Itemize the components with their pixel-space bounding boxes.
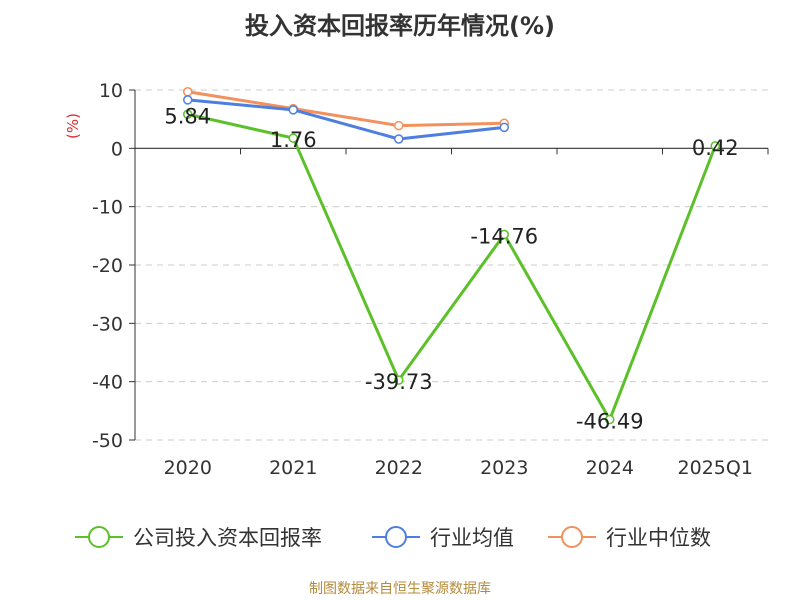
data-point <box>288 105 298 115</box>
data-point <box>183 87 193 97</box>
legend-item: 公司投入资本回报率 <box>75 526 322 550</box>
data-label: -39.73 <box>365 370 433 394</box>
data-point <box>183 109 193 120</box>
data-label: -46.49 <box>576 410 644 434</box>
y-tick-label: 0 <box>111 138 123 160</box>
legend-item: 行业均值 <box>372 526 514 550</box>
y-tick-label: -10 <box>92 197 123 219</box>
source-note: 制图数据来自恒生聚源数据库 <box>309 581 491 597</box>
x-tick-label: 2020 <box>164 457 212 479</box>
series-line <box>187 98 505 141</box>
y-tick-label: -40 <box>92 372 123 394</box>
x-tick-label: 2025Q1 <box>678 457 753 479</box>
data-point <box>605 414 615 425</box>
y-tick-label: 10 <box>99 80 123 102</box>
data-point <box>183 95 193 105</box>
legend-item: 行业中位数 <box>548 526 711 550</box>
data-point <box>394 134 404 144</box>
x-tick-label: 2023 <box>480 457 528 479</box>
chart-title: 投入资本回报率历年情况(%) <box>245 12 555 40</box>
y-tick-label: -30 <box>92 313 123 335</box>
data-point <box>710 141 720 151</box>
data-point <box>499 229 509 240</box>
legend-marker <box>561 526 583 548</box>
data-label: -14.76 <box>470 224 538 248</box>
y-tick-label: -20 <box>92 255 123 277</box>
x-tick-label: 2021 <box>269 457 317 479</box>
x-tick-label: 2022 <box>375 457 423 479</box>
data-label: 0.42 <box>692 136 739 160</box>
data-label: 1.76 <box>270 128 317 152</box>
series-line <box>187 112 717 422</box>
data-labels: 5.84 1.76 -39.73 -14.76 -46.49 0.42 <box>164 104 738 433</box>
legend-marker <box>385 526 407 548</box>
axes: 10 0 -10 -20 -30 -40 -50 (%) 2020 2021 2022 2023 202… <box>64 80 769 479</box>
legend-label: 公司投入资本回报率 <box>133 526 322 550</box>
y-axis-label: (%) <box>64 113 82 139</box>
series-line <box>187 90 505 128</box>
data-point <box>499 122 509 133</box>
x-tick-label: 2024 <box>586 457 634 479</box>
data-point <box>394 375 404 385</box>
legend: 公司投入资本回报率 行业均值 行业中位数 <box>75 526 711 550</box>
data-point <box>288 133 298 143</box>
y-tick-label: -50 <box>92 430 123 452</box>
grid-lines <box>135 89 768 441</box>
legend-marker <box>88 526 110 548</box>
data-label: 5.84 <box>164 104 211 128</box>
legend-label: 行业中位数 <box>606 526 711 550</box>
legend-label: 行业均值 <box>430 526 514 550</box>
series-lines <box>183 87 720 425</box>
data-point <box>394 120 404 131</box>
